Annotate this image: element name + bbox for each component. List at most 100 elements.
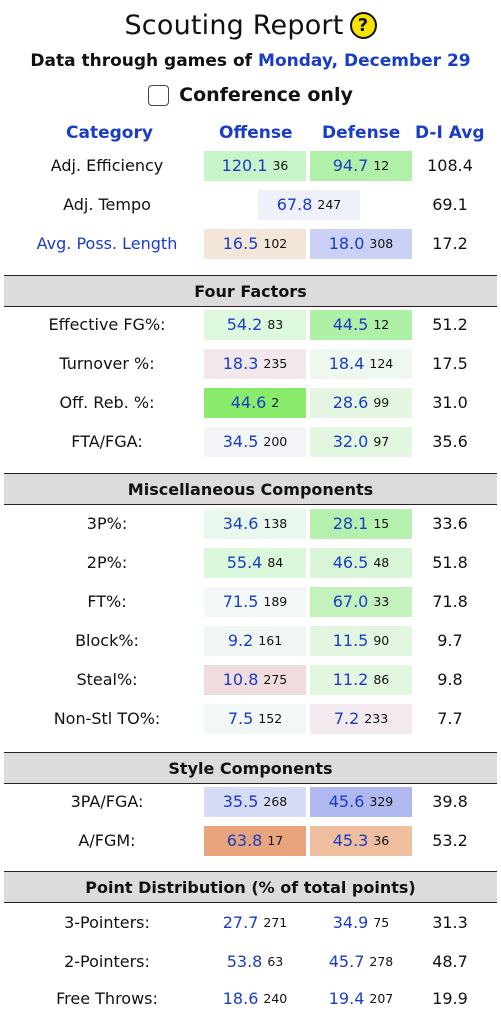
col-offense[interactable]: Offense [219,123,293,143]
offense-cell: 7.5 152 [204,703,306,734]
defense-cell: 46.5 48 [310,547,412,578]
defense-rank: 15 [373,516,390,531]
row-label: Turnover %: [59,354,155,373]
avg-value: 35.6 [432,432,468,451]
avg-value: 71.8 [432,592,468,611]
defense-cell: 45.7 278 [310,947,412,977]
defense-value[interactable]: 45.7 [328,952,365,971]
offense-value[interactable]: 18.3 [222,354,259,373]
tempo-cell: 67.8 247 [258,189,360,220]
offense-cell: 63.8 17 [204,825,306,856]
offense-value[interactable]: 55.4 [226,553,263,572]
tempo-value[interactable]: 67.8 [276,195,313,214]
row-label: 2-Pointers: [64,952,150,971]
table-row-fta-fga: FTA/FGA: 34.5 200 32.0 97 35.6 [0,426,501,457]
offense-value[interactable]: 27.7 [222,913,259,932]
offense-rank: 275 [263,672,288,687]
avg-value: 69.1 [432,195,468,214]
offense-value[interactable]: 34.5 [222,432,259,451]
avg-value: 9.7 [437,631,463,650]
defense-value[interactable]: 32.0 [332,432,369,451]
defense-rank: 308 [369,236,394,251]
section-miscellaneous: Miscellaneous Components [4,473,497,505]
table-row-steal-pct: Steal%: 10.8 275 11.2 86 9.8 [0,664,501,695]
offense-value[interactable]: 34.6 [222,514,259,533]
offense-value[interactable]: 35.5 [222,792,259,811]
conference-only-label: Conference only [179,84,353,106]
offense-value[interactable]: 9.2 [227,631,254,650]
offense-rank: 63 [267,954,284,969]
row-label: 3-Pointers: [64,913,150,932]
defense-value[interactable]: 7.2 [333,709,360,728]
row-label-link[interactable]: Avg. Poss. Length [36,234,178,253]
defense-value[interactable]: 11.2 [332,670,369,689]
defense-value[interactable]: 94.7 [332,156,369,175]
defense-cell: 11.5 90 [310,625,412,656]
defense-value[interactable]: 18.0 [328,234,365,253]
row-label: Off. Reb. %: [59,393,155,412]
defense-value[interactable]: 19.4 [328,989,365,1008]
col-dia-avg[interactable]: D-I Avg [415,123,485,143]
avg-value: 48.7 [432,952,468,971]
defense-rank: 124 [369,356,394,371]
offense-value[interactable]: 18.6 [222,989,259,1008]
defense-value[interactable]: 18.4 [328,354,365,373]
defense-value[interactable]: 44.5 [332,315,369,334]
offense-value[interactable]: 53.8 [226,952,263,971]
column-headers: Category Offense Defense D-I Avg [0,118,501,148]
table-row-turnover: Turnover %: 18.3 235 18.4 124 17.5 [0,348,501,379]
defense-value[interactable]: 45.3 [332,831,369,850]
offense-cell: 18.6 240 [204,984,306,1014]
offense-rank: 240 [263,991,288,1006]
avg-value: 31.3 [432,913,468,932]
offense-value[interactable]: 71.5 [222,592,259,611]
page-title: Scouting Report [124,9,344,41]
offense-rank: 235 [263,356,288,371]
avg-value: 51.2 [432,315,468,334]
section-style: Style Components [4,752,497,784]
defense-value[interactable]: 45.6 [328,792,365,811]
avg-value: 7.7 [437,709,463,728]
defense-cell: 18.4 124 [310,348,412,379]
avg-value: 39.8 [432,792,468,811]
defense-rank: 33 [373,594,390,609]
help-icon[interactable]: ? [349,11,377,39]
col-defense[interactable]: Defense [322,123,401,143]
conference-only-checkbox[interactable] [148,84,170,106]
offense-value[interactable]: 7.5 [227,709,254,728]
offense-cell: 53.8 63 [204,947,306,977]
table-row-ft-pct: FT%: 71.5 189 67.0 33 71.8 [0,586,501,617]
offense-cell: 34.6 138 [204,508,306,539]
col-category[interactable]: Category [66,123,153,143]
defense-rank: 97 [373,434,390,449]
defense-cell: 32.0 97 [310,426,412,457]
offense-value[interactable]: 63.8 [226,831,263,850]
defense-cell: 67.0 33 [310,586,412,617]
row-label: FT%: [87,592,127,611]
defense-rank: 278 [369,954,394,969]
defense-value[interactable]: 34.9 [332,913,369,932]
data-through-date[interactable]: Monday, December 29 [258,51,471,71]
defense-value[interactable]: 46.5 [332,553,369,572]
defense-value[interactable]: 28.1 [332,514,369,533]
offense-cell: 16.5 102 [204,228,306,259]
defense-cell: 28.6 99 [310,387,412,418]
defense-cell: 7.2 233 [310,703,412,734]
defense-cell: 19.4 207 [310,984,412,1014]
offense-cell: 55.4 84 [204,547,306,578]
offense-value[interactable]: 16.5 [222,234,259,253]
defense-rank: 12 [373,317,390,332]
offense-cell: 34.5 200 [204,426,306,457]
conference-only-toggle[interactable]: Conference only [0,76,501,114]
offense-value[interactable]: 54.2 [226,315,263,334]
offense-value[interactable]: 120.1 [221,156,268,175]
offense-value[interactable]: 10.8 [222,670,259,689]
defense-rank: 48 [373,555,390,570]
offense-rank: 102 [263,236,288,251]
defense-value[interactable]: 67.0 [332,592,369,611]
table-row-3pa-fga: 3PA/FGA: 35.5 268 45.6 329 39.8 [0,786,501,817]
row-label: Steal%: [76,670,138,689]
offense-value[interactable]: 44.6 [230,393,267,412]
defense-value[interactable]: 28.6 [332,393,369,412]
defense-value[interactable]: 11.5 [332,631,369,650]
